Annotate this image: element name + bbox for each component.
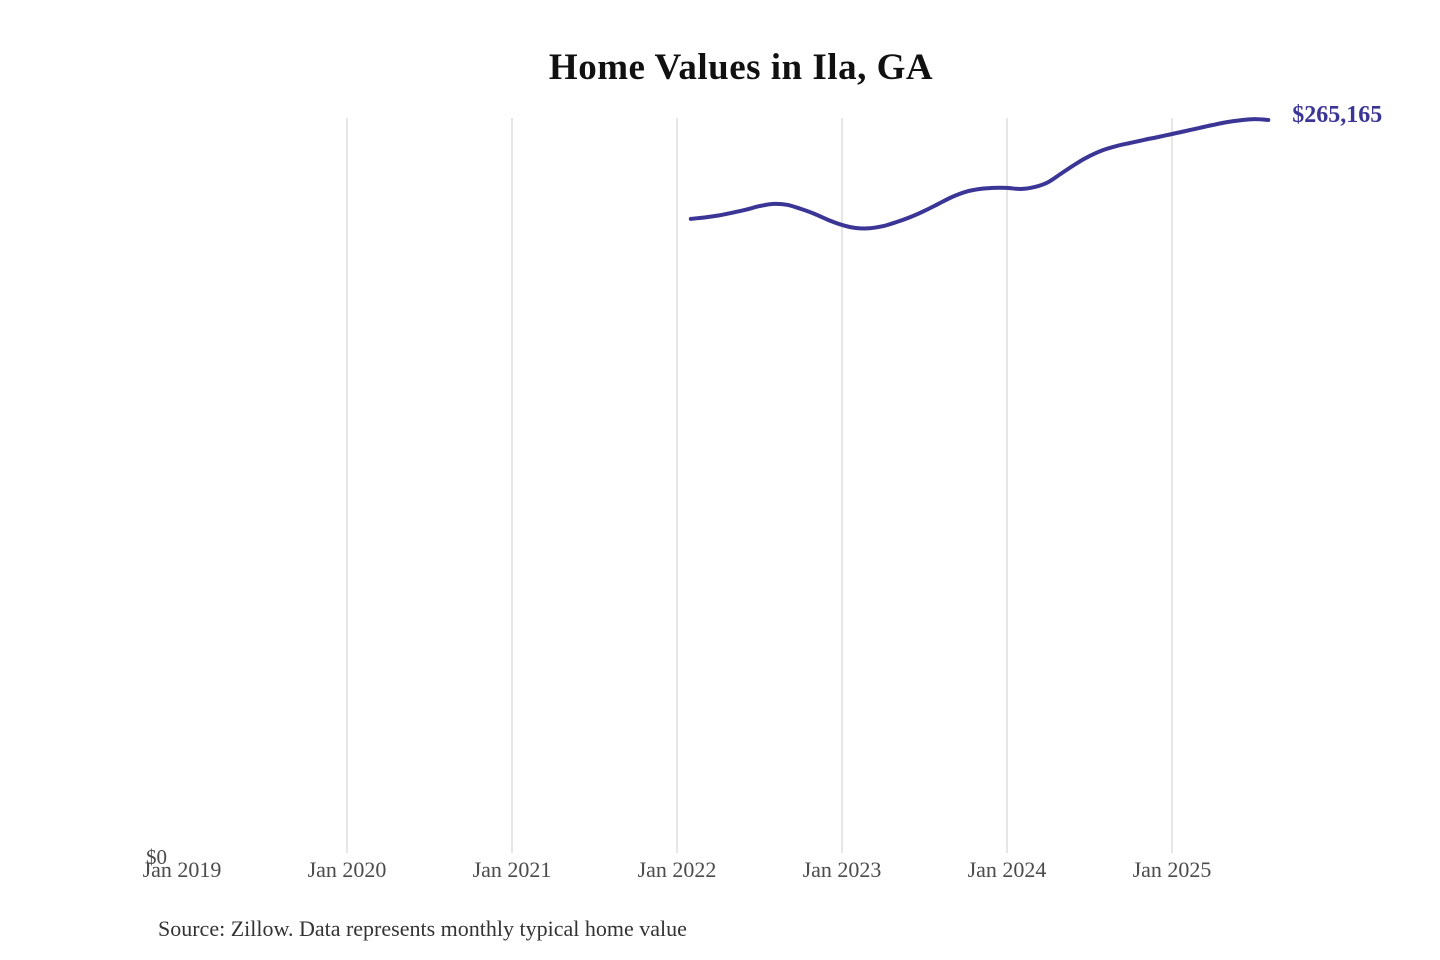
source-note: Source: Zillow. Data represents monthly … (158, 916, 687, 941)
x-axis-label: Jan 2021 (472, 857, 552, 882)
home-value-line (688, 117, 1271, 231)
x-axis-label: Jan 2024 (967, 857, 1047, 882)
end-value-label: $265,165 (1292, 102, 1383, 128)
y-axis-zero-label: $0 (146, 845, 167, 869)
chart-title: Home Values in Ila, GA (548, 47, 934, 88)
x-axis-label: Jan 2022 (637, 857, 717, 882)
x-axis-label: Jan 2019 (142, 857, 222, 882)
gridline-group (346, 118, 1173, 853)
x-axis-label: Jan 2023 (802, 857, 882, 882)
x-axis-label: Jan 2020 (307, 857, 387, 882)
x-axis-label: Jan 2025 (1132, 857, 1212, 882)
